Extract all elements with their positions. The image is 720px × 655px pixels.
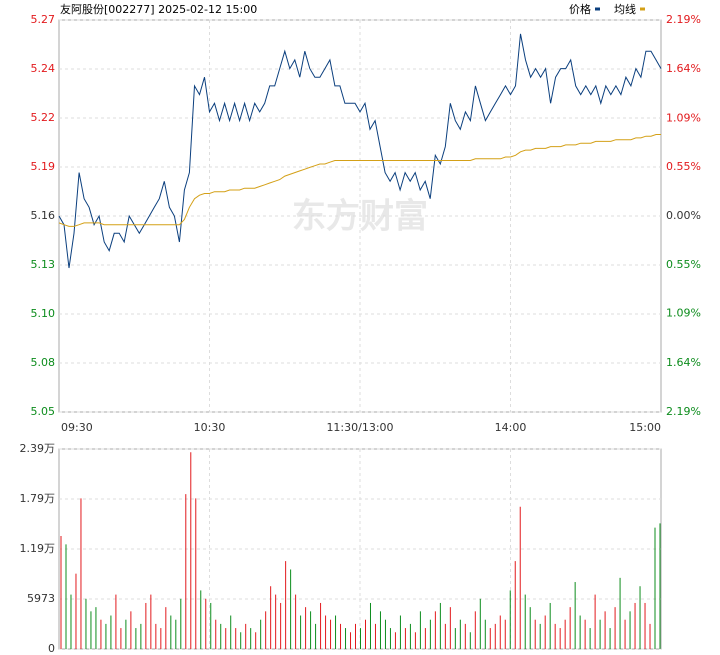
- y2-tick-label: 0.00%: [666, 209, 701, 222]
- y-tick-label: 5.27: [31, 13, 56, 26]
- price-line: [58, 134, 661, 227]
- y-tick-label: 5.19: [31, 160, 56, 173]
- y2-tick-label: 2.19%: [666, 405, 701, 418]
- x-tick-label: 10:30: [194, 421, 226, 434]
- price-line: [58, 33, 662, 269]
- chart-title: 友阿股份[002277] 2025-02-12 15:00: [60, 2, 257, 16]
- y-tick-label: 5.16: [31, 209, 56, 222]
- y-tick-label: 1.19万: [20, 542, 56, 555]
- y2-tick-label: 1.09%: [666, 111, 701, 124]
- y-tick-label: 5.08: [31, 356, 56, 369]
- y2-tick-label: 2.19%: [666, 13, 701, 26]
- legend-label: 均线: [614, 2, 636, 16]
- y-tick-label: 5.05: [31, 405, 56, 418]
- y-tick-label: 5.24: [31, 62, 56, 75]
- x-tick-label: 14:00: [495, 421, 527, 434]
- y-tick-label: 5.13: [31, 258, 56, 271]
- y-tick-label: 0: [48, 642, 55, 655]
- x-tick-label: 11:30/13:00: [326, 421, 393, 434]
- y2-tick-label: 0.55%: [666, 160, 701, 173]
- y-tick-label: 1.79万: [20, 492, 56, 505]
- legend-label: 价格: [569, 2, 591, 16]
- x-tick-label: 15:00: [629, 421, 661, 434]
- y-tick-label: 5.22: [31, 111, 56, 124]
- y-tick-label: 2.39万: [20, 442, 56, 455]
- y-tick-label: 5.10: [31, 307, 56, 320]
- y2-tick-label: 0.55%: [666, 258, 701, 271]
- x-tick-label: 09:30: [61, 421, 93, 434]
- y2-tick-label: 1.64%: [666, 62, 701, 75]
- y2-tick-label: 1.64%: [666, 356, 701, 369]
- y-tick-label: 5973: [27, 592, 55, 605]
- y2-tick-label: 1.09%: [666, 307, 701, 320]
